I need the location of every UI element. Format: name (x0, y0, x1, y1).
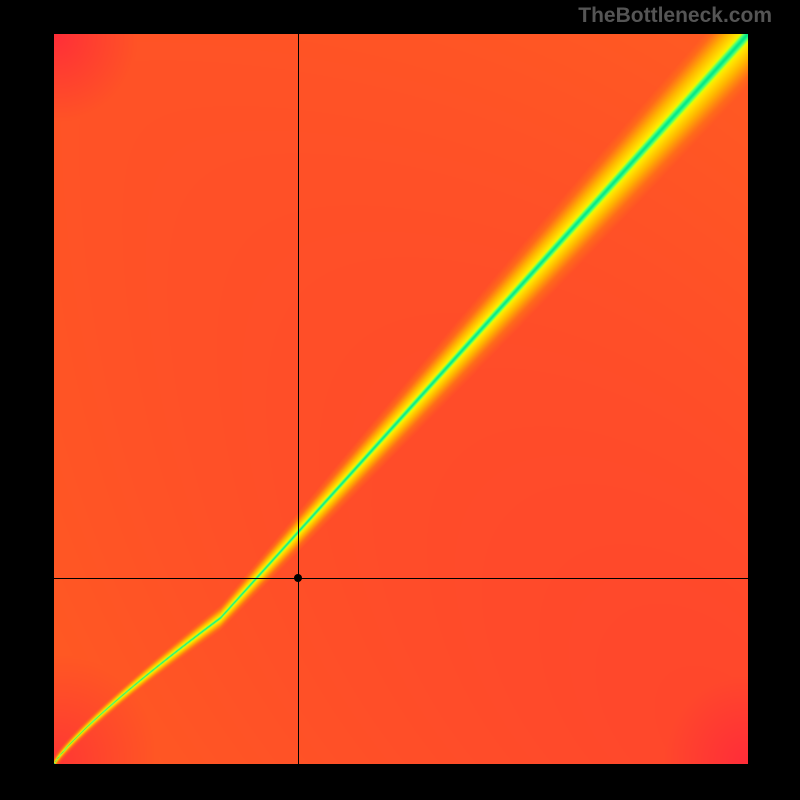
heatmap-canvas (54, 34, 748, 764)
heatmap-plot (54, 34, 748, 764)
crosshair-vertical (298, 34, 299, 764)
watermark-text: TheBottleneck.com (578, 4, 772, 28)
crosshair-horizontal (54, 578, 748, 579)
data-point-marker (294, 574, 302, 582)
